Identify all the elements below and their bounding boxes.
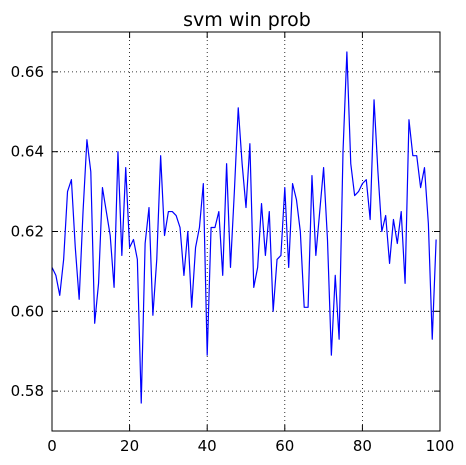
y-tick-label: 0.64 [11, 143, 44, 161]
x-axis-tick-labels: 0 20 40 60 80 100 [47, 437, 454, 455]
grid-lines [52, 32, 440, 431]
x-tick-label: 0 [47, 437, 57, 455]
series-group [51, 51, 437, 404]
y-axis-tick-labels: 0.58 0.60 0.62 0.64 0.66 [11, 63, 44, 400]
x-tick-label: 40 [198, 437, 217, 455]
x-tick-label: 20 [120, 437, 139, 455]
y-tick-label: 0.58 [11, 382, 44, 400]
axis-ticks [51, 32, 441, 431]
x-tick-label: 80 [353, 437, 372, 455]
x-tick-label: 60 [275, 437, 294, 455]
series-line [51, 51, 437, 404]
y-tick-label: 0.66 [11, 63, 44, 81]
chart-title: svm win prob [183, 9, 311, 31]
y-tick-label: 0.60 [11, 302, 44, 320]
x-tick-label: 100 [426, 437, 455, 455]
y-tick-label: 0.62 [11, 223, 44, 241]
